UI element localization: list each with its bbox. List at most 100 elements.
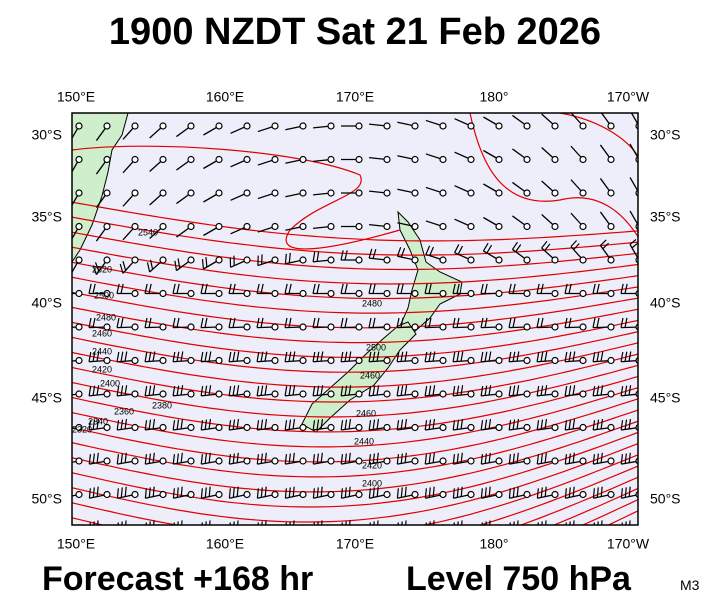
wind-barb	[480, 418, 503, 432]
barb-feather	[92, 351, 96, 362]
barb-station	[215, 390, 223, 398]
contour-line	[72, 454, 638, 525]
barb-feather	[596, 351, 600, 362]
barb-station	[159, 356, 167, 365]
barb-station	[131, 323, 139, 331]
wind-barb	[620, 385, 638, 398]
lon-label: 160°E	[206, 89, 244, 105]
wind-barb	[284, 452, 307, 465]
barb-feather	[624, 385, 628, 396]
wind-barb	[95, 189, 111, 208]
barb-feather	[456, 487, 459, 498]
barb-station	[243, 189, 251, 197]
barb-feather	[148, 453, 151, 464]
barb-feather	[61, 352, 63, 362]
barb-feather	[69, 453, 70, 463]
barb-station	[243, 490, 251, 499]
barb-feather	[572, 385, 576, 396]
wind-barb	[200, 283, 223, 298]
barb-feather	[624, 419, 628, 430]
barb-feather	[480, 283, 484, 294]
barb-feather	[480, 317, 484, 328]
barb-station	[75, 222, 83, 231]
wind-barb	[341, 222, 363, 231]
wind-barb	[454, 218, 475, 231]
barb-feather	[512, 385, 516, 396]
wind-barb	[480, 385, 503, 398]
barb-feather	[96, 351, 100, 362]
barb-station	[439, 256, 447, 264]
wind-barb	[424, 317, 447, 331]
barb-station	[103, 222, 111, 231]
barb-station	[467, 189, 475, 197]
barb-station	[327, 155, 335, 164]
barb-station	[635, 223, 638, 230]
wind-barb	[369, 155, 391, 164]
barb-feather	[508, 385, 512, 396]
barb-feather	[488, 418, 492, 429]
wind-barb	[424, 283, 447, 298]
wind-barb	[537, 520, 557, 525]
barb-feather	[88, 283, 92, 294]
barb-feather	[201, 259, 205, 270]
barb-station	[131, 423, 139, 432]
wind-barb	[256, 418, 279, 432]
barb-station	[215, 289, 223, 298]
barb-station	[439, 457, 447, 465]
barb-feather	[172, 454, 176, 465]
barb-station	[469, 524, 473, 525]
barb-feather	[368, 385, 372, 396]
barb-feather	[602, 242, 609, 250]
barb-feather	[565, 522, 567, 525]
barb-station	[159, 457, 167, 465]
barb-feather	[488, 486, 491, 497]
barb-feather	[256, 454, 260, 465]
barb-feather	[400, 419, 404, 430]
barb-feather	[564, 351, 568, 362]
barb-feather	[116, 385, 120, 396]
barb-station	[75, 390, 83, 398]
barb-station	[579, 356, 587, 365]
barb-feather	[69, 351, 71, 361]
barb-station	[271, 490, 279, 499]
barb-feather	[120, 453, 123, 464]
barb-feather	[208, 418, 212, 429]
barb-feather	[208, 486, 211, 497]
barb-feather	[228, 351, 232, 362]
barb-feather	[88, 351, 92, 362]
wind-barb	[368, 385, 391, 398]
barb-feather	[200, 488, 203, 499]
barb-feather	[228, 420, 232, 431]
barb-station	[523, 423, 531, 432]
wind-barb	[200, 418, 223, 432]
level-label: Level 750 hPa	[406, 560, 632, 598]
barb-station	[495, 289, 503, 298]
barb-station	[131, 390, 139, 398]
barb-feather	[376, 452, 379, 463]
barb-feather	[124, 385, 128, 396]
barb-feather	[536, 283, 540, 294]
barb-station	[189, 524, 193, 525]
barb-feather	[312, 488, 315, 499]
barb-station	[75, 457, 83, 465]
barb-feather	[629, 239, 637, 245]
barb-feather	[284, 253, 287, 264]
barb-feather	[484, 317, 488, 328]
barb-station	[579, 457, 587, 465]
barb-feather	[372, 283, 376, 294]
barb-feather	[620, 283, 624, 294]
barb-feather	[376, 486, 379, 497]
barb-feather	[152, 418, 156, 429]
barb-station	[103, 356, 111, 365]
barb-feather	[400, 283, 404, 294]
wind-barb	[230, 222, 251, 235]
contour-label: 2400	[362, 478, 382, 488]
contour-label: 2400	[100, 378, 120, 388]
barb-station	[159, 189, 167, 197]
barb-feather	[628, 418, 632, 429]
barb-feather	[456, 385, 460, 396]
barb-station	[607, 356, 615, 365]
wind-barb	[425, 153, 447, 164]
wind-barb	[149, 155, 167, 173]
barb-feather	[125, 520, 127, 525]
